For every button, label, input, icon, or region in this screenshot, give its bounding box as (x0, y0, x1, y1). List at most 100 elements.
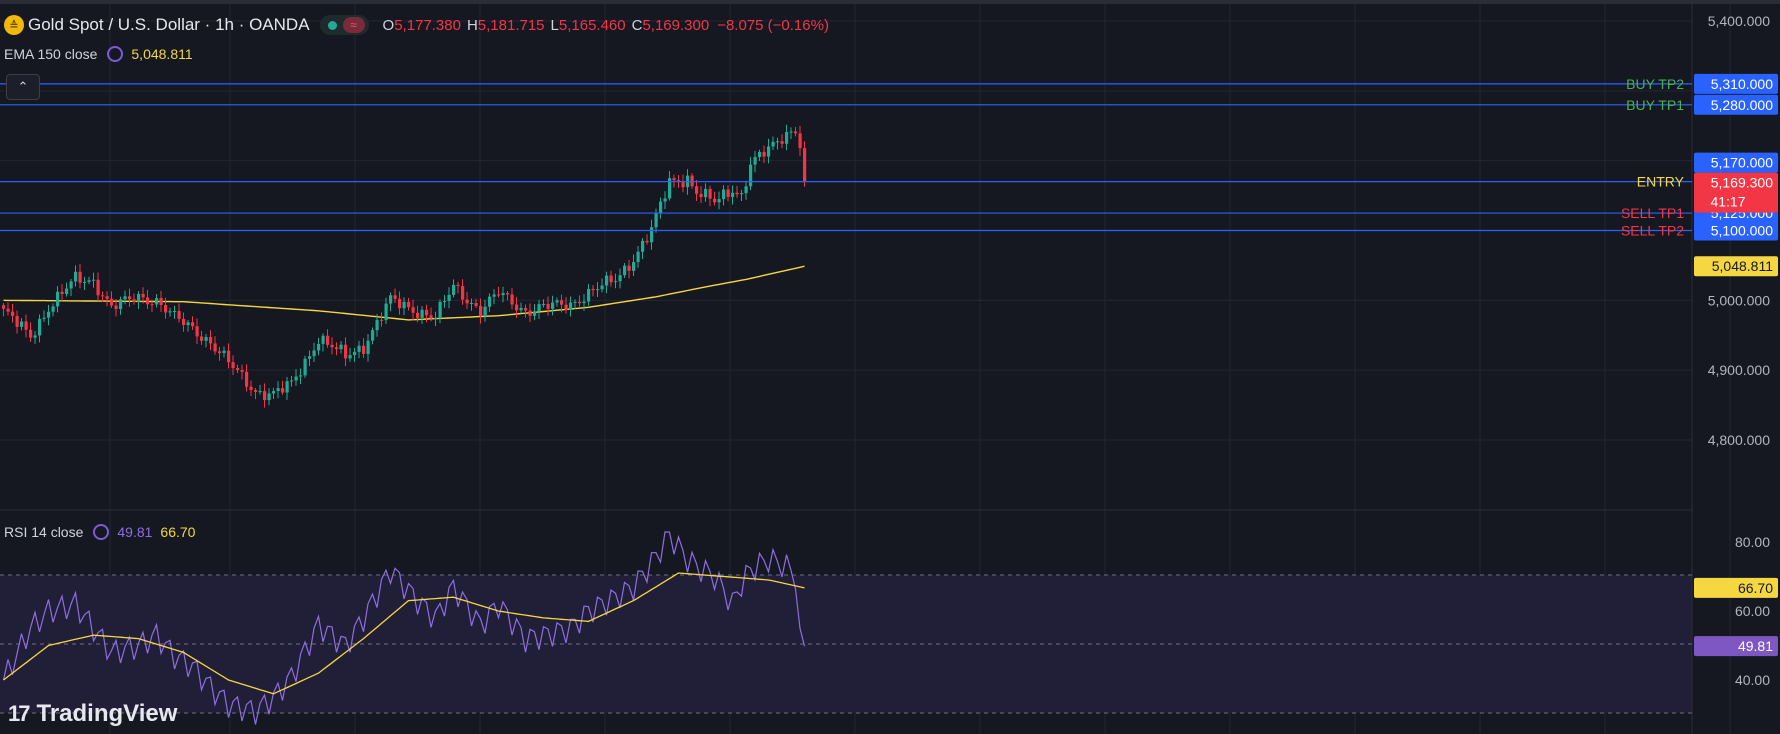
candle-body[interactable] (380, 319, 384, 321)
candle-body[interactable] (569, 302, 573, 310)
candle-body[interactable] (542, 303, 546, 305)
candle-body[interactable] (303, 358, 307, 376)
candle-body[interactable] (641, 240, 645, 252)
candle-body[interactable] (776, 141, 780, 143)
candle-body[interactable] (483, 306, 487, 317)
candle-body[interactable] (528, 310, 532, 316)
candle-body[interactable] (146, 297, 150, 305)
candle-body[interactable] (132, 299, 136, 302)
candle-body[interactable] (159, 298, 163, 305)
candle-body[interactable] (339, 344, 343, 350)
candle-body[interactable] (420, 309, 424, 318)
candle-body[interactable] (704, 188, 708, 198)
candle-body[interactable] (573, 301, 577, 303)
tradingview-logo[interactable]: 17 TradingView (8, 700, 177, 728)
candle-body[interactable] (434, 318, 438, 320)
candle-body[interactable] (479, 305, 483, 317)
candle-body[interactable] (515, 304, 519, 311)
candle-body[interactable] (519, 307, 523, 311)
candle-body[interactable] (177, 311, 181, 319)
candle-body[interactable] (344, 344, 348, 359)
candle-body[interactable] (123, 296, 127, 300)
candle-body[interactable] (335, 347, 339, 350)
rsi-legend-name[interactable]: RSI 14 close (4, 524, 84, 540)
candle-body[interactable] (627, 265, 631, 271)
candle-body[interactable] (501, 293, 505, 296)
candle-body[interactable] (105, 296, 109, 299)
candle-body[interactable] (609, 275, 613, 283)
candle-body[interactable] (384, 303, 388, 321)
candle-body[interactable] (731, 192, 735, 197)
ema-legend[interactable]: EMA 150 close 5,048.811 (4, 43, 193, 65)
candle-body[interactable] (317, 343, 321, 351)
rsi-settings-icon[interactable] (93, 524, 110, 540)
candle-body[interactable] (429, 315, 433, 319)
candle-body[interactable] (465, 299, 469, 304)
rsi-legend[interactable]: RSI 14 close 49.81 66.70 (4, 521, 195, 543)
candle-body[interactable] (650, 227, 654, 243)
ema-legend-name[interactable]: EMA 150 close (4, 46, 98, 62)
candle-body[interactable] (726, 189, 730, 197)
candle-body[interactable] (330, 344, 334, 348)
candle-body[interactable] (200, 336, 204, 341)
candle-body[interactable] (128, 296, 132, 300)
candle-body[interactable] (357, 345, 361, 352)
candle-body[interactable] (11, 311, 15, 316)
candle-body[interactable] (285, 381, 289, 393)
candle-body[interactable] (722, 189, 726, 200)
candle-body[interactable] (524, 307, 528, 311)
candle-body[interactable] (713, 198, 717, 203)
candle-body[interactable] (717, 199, 721, 203)
candle-body[interactable] (38, 318, 42, 336)
rsi-line[interactable] (2, 531, 806, 725)
candle-body[interactable] (564, 304, 568, 310)
candle-body[interactable] (411, 307, 415, 313)
symbol-title[interactable]: Gold Spot / U.S. Dollar · 1h · OANDA (28, 15, 310, 34)
candle-body[interactable] (326, 335, 330, 345)
candle-body[interactable] (497, 294, 501, 296)
candle-body[interactable] (744, 186, 748, 194)
candle-body[interactable] (753, 157, 757, 165)
candle-body[interactable] (348, 355, 352, 359)
candle-body[interactable] (353, 351, 357, 356)
candle-body[interactable] (56, 291, 60, 307)
candle-body[interactable] (294, 376, 298, 381)
candle-body[interactable] (654, 213, 658, 228)
candle-body[interactable] (551, 302, 555, 309)
candle-body[interactable] (366, 340, 370, 354)
candle-body[interactable] (443, 300, 447, 302)
candle-body[interactable] (758, 151, 762, 158)
candle-body[interactable] (83, 281, 87, 283)
candle-body[interactable] (204, 337, 208, 341)
candle-body[interactable] (141, 293, 145, 298)
candle-body[interactable] (767, 146, 771, 157)
candle-body[interactable] (780, 141, 784, 144)
candle-body[interactable] (24, 321, 28, 330)
candle-body[interactable] (560, 300, 564, 305)
candle-body[interactable] (618, 275, 622, 282)
candle-body[interactable] (452, 284, 456, 295)
candle-body[interactable] (393, 295, 397, 299)
candle-body[interactable] (101, 295, 105, 297)
candle-body[interactable] (267, 393, 271, 401)
candle-body[interactable] (191, 322, 195, 327)
candle-body[interactable] (65, 288, 69, 295)
candle-body[interactable] (587, 288, 591, 302)
candle-body[interactable] (398, 298, 402, 309)
candle-body[interactable] (785, 132, 789, 144)
candle-body[interactable] (222, 350, 226, 354)
candle-body[interactable] (249, 386, 253, 391)
candle-body[interactable] (281, 388, 285, 393)
ema-settings-icon[interactable] (107, 46, 124, 62)
candle-body[interactable] (407, 301, 411, 308)
candle-body[interactable] (506, 293, 510, 295)
candle-body[interactable] (263, 391, 267, 401)
candle-body[interactable] (546, 303, 550, 309)
candle-body[interactable] (582, 301, 586, 304)
candle-body[interactable] (299, 375, 303, 377)
candle-body[interactable] (438, 301, 442, 319)
candle-body[interactable] (749, 164, 753, 187)
candle-body[interactable] (114, 305, 118, 310)
candle-body[interactable] (231, 362, 235, 369)
candle-body[interactable] (60, 291, 64, 295)
